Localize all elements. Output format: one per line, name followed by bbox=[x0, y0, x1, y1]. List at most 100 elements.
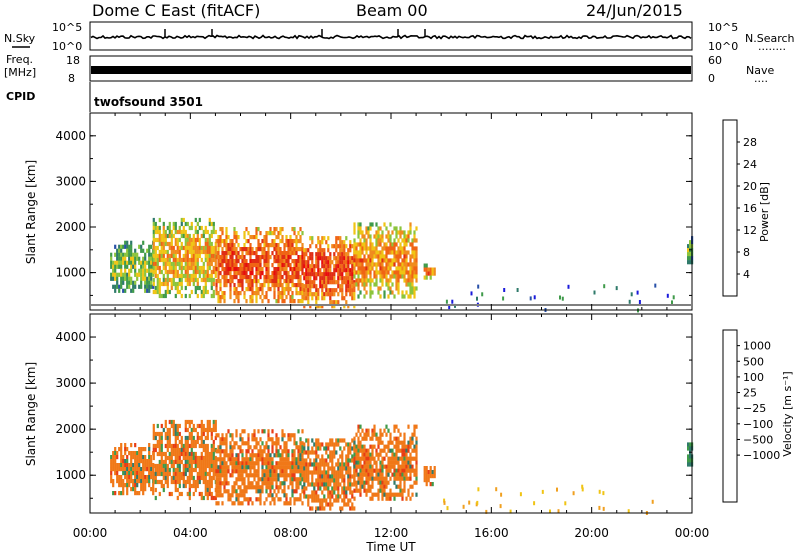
scatter-cell bbox=[391, 472, 394, 477]
scatter-cell bbox=[361, 428, 364, 433]
scatter-cell bbox=[427, 478, 430, 483]
scatter-cell bbox=[142, 447, 145, 452]
scatter-cell bbox=[178, 471, 181, 477]
scatter-cell bbox=[409, 452, 412, 457]
scatter-cell bbox=[130, 276, 133, 281]
scatter-cell bbox=[200, 423, 203, 429]
scatter-cell bbox=[168, 443, 171, 449]
scatter-cell bbox=[367, 484, 370, 489]
scatter-cell bbox=[403, 258, 406, 263]
scatter-cell bbox=[166, 289, 169, 295]
scatter-cell bbox=[285, 255, 288, 260]
scatter-cell bbox=[212, 289, 215, 295]
scatter-cell bbox=[317, 272, 320, 277]
scatter-cell bbox=[413, 238, 416, 243]
scatter-cell bbox=[249, 457, 252, 462]
scatter-cell bbox=[373, 468, 376, 473]
scatter-cell bbox=[291, 283, 294, 288]
scatter-cell bbox=[172, 451, 175, 457]
scatter-cell bbox=[239, 485, 242, 490]
scatter-cell bbox=[317, 292, 320, 297]
scatter-cell bbox=[295, 477, 298, 482]
scatter-cell bbox=[204, 483, 207, 489]
scatter-cell bbox=[168, 269, 171, 275]
scatter-cell bbox=[231, 263, 234, 268]
scatter-cell bbox=[176, 427, 179, 433]
scatter-cell bbox=[204, 447, 207, 453]
scatter-cell bbox=[409, 254, 412, 259]
scatter-cell bbox=[251, 235, 254, 240]
scatter-cell bbox=[132, 455, 135, 460]
scatter-cell bbox=[371, 456, 374, 461]
scatter-cell bbox=[225, 283, 228, 288]
scatter-cell bbox=[178, 229, 181, 235]
scatter-cell bbox=[403, 452, 406, 457]
scatter-cell bbox=[369, 234, 372, 239]
scatter-cell bbox=[293, 441, 296, 446]
scatter-cell bbox=[293, 433, 296, 438]
scatter-cell bbox=[299, 437, 302, 442]
scatter-cell bbox=[192, 455, 195, 461]
scatter-cell bbox=[516, 288, 519, 292]
scatter-cell bbox=[156, 463, 159, 469]
scatter-cell bbox=[150, 260, 153, 265]
scatter-cell bbox=[126, 447, 129, 452]
scatter-cell bbox=[379, 234, 382, 239]
scatter-cell bbox=[180, 451, 183, 457]
scatter-cell bbox=[122, 455, 125, 460]
scatter-cell bbox=[110, 272, 113, 277]
scatter-cell bbox=[198, 463, 201, 469]
y-tick-label: 2000 bbox=[55, 220, 86, 234]
scatter-cell bbox=[178, 265, 181, 271]
scatter-cell bbox=[287, 287, 290, 292]
scatter-cell bbox=[295, 247, 298, 252]
scatter-cell bbox=[219, 481, 222, 486]
scatter-cell bbox=[227, 489, 230, 494]
noise-right-legend: ........ bbox=[758, 40, 786, 53]
scatter-cell bbox=[245, 279, 248, 284]
scatter-cell bbox=[289, 267, 292, 272]
scatter-cell bbox=[357, 242, 360, 247]
scatter-cell bbox=[337, 280, 340, 285]
scatter-cell bbox=[323, 236, 326, 241]
scatter-cell bbox=[212, 447, 215, 453]
scatter-cell bbox=[241, 251, 244, 256]
scatter-cell bbox=[317, 256, 320, 261]
scatter-cell bbox=[375, 234, 378, 239]
scatter-cell bbox=[269, 231, 272, 236]
scatter-cell bbox=[345, 288, 348, 293]
scatter-cell bbox=[176, 249, 179, 255]
scatter-cell bbox=[229, 291, 232, 296]
scatter-cell bbox=[231, 493, 234, 498]
scatter-cell bbox=[393, 274, 396, 279]
scatter-cell bbox=[395, 452, 398, 457]
scatter-cell bbox=[395, 254, 398, 259]
scatter-cell bbox=[393, 246, 396, 251]
scatter-cell bbox=[321, 256, 324, 261]
scatter-cell bbox=[311, 490, 314, 495]
scatter-cell bbox=[303, 296, 306, 301]
scatter-cell bbox=[387, 230, 390, 235]
scatter-cell bbox=[184, 245, 187, 251]
scatter-cell bbox=[233, 259, 236, 264]
scatter-cell bbox=[311, 474, 314, 479]
scatter-cell bbox=[281, 457, 284, 462]
scatter-cell bbox=[397, 456, 400, 461]
scatter-cell bbox=[411, 440, 414, 445]
scatter-cell bbox=[415, 262, 418, 267]
scatter-cell bbox=[405, 468, 408, 473]
scatter-cell bbox=[353, 474, 356, 479]
scatter-cell bbox=[225, 477, 228, 482]
scatter-cell bbox=[210, 463, 213, 469]
scatter-cell bbox=[309, 462, 312, 467]
scatter-cell bbox=[172, 479, 175, 485]
scatter-cell bbox=[245, 251, 248, 256]
scatter-cell bbox=[367, 460, 370, 465]
scatter-cell bbox=[208, 471, 211, 477]
scatter-cell bbox=[357, 444, 360, 449]
scatter-cell bbox=[277, 231, 280, 236]
scatter-cell bbox=[164, 471, 167, 477]
scatter-cell bbox=[249, 469, 252, 474]
scatter-cell bbox=[251, 465, 254, 470]
scatter-cell bbox=[257, 453, 260, 458]
